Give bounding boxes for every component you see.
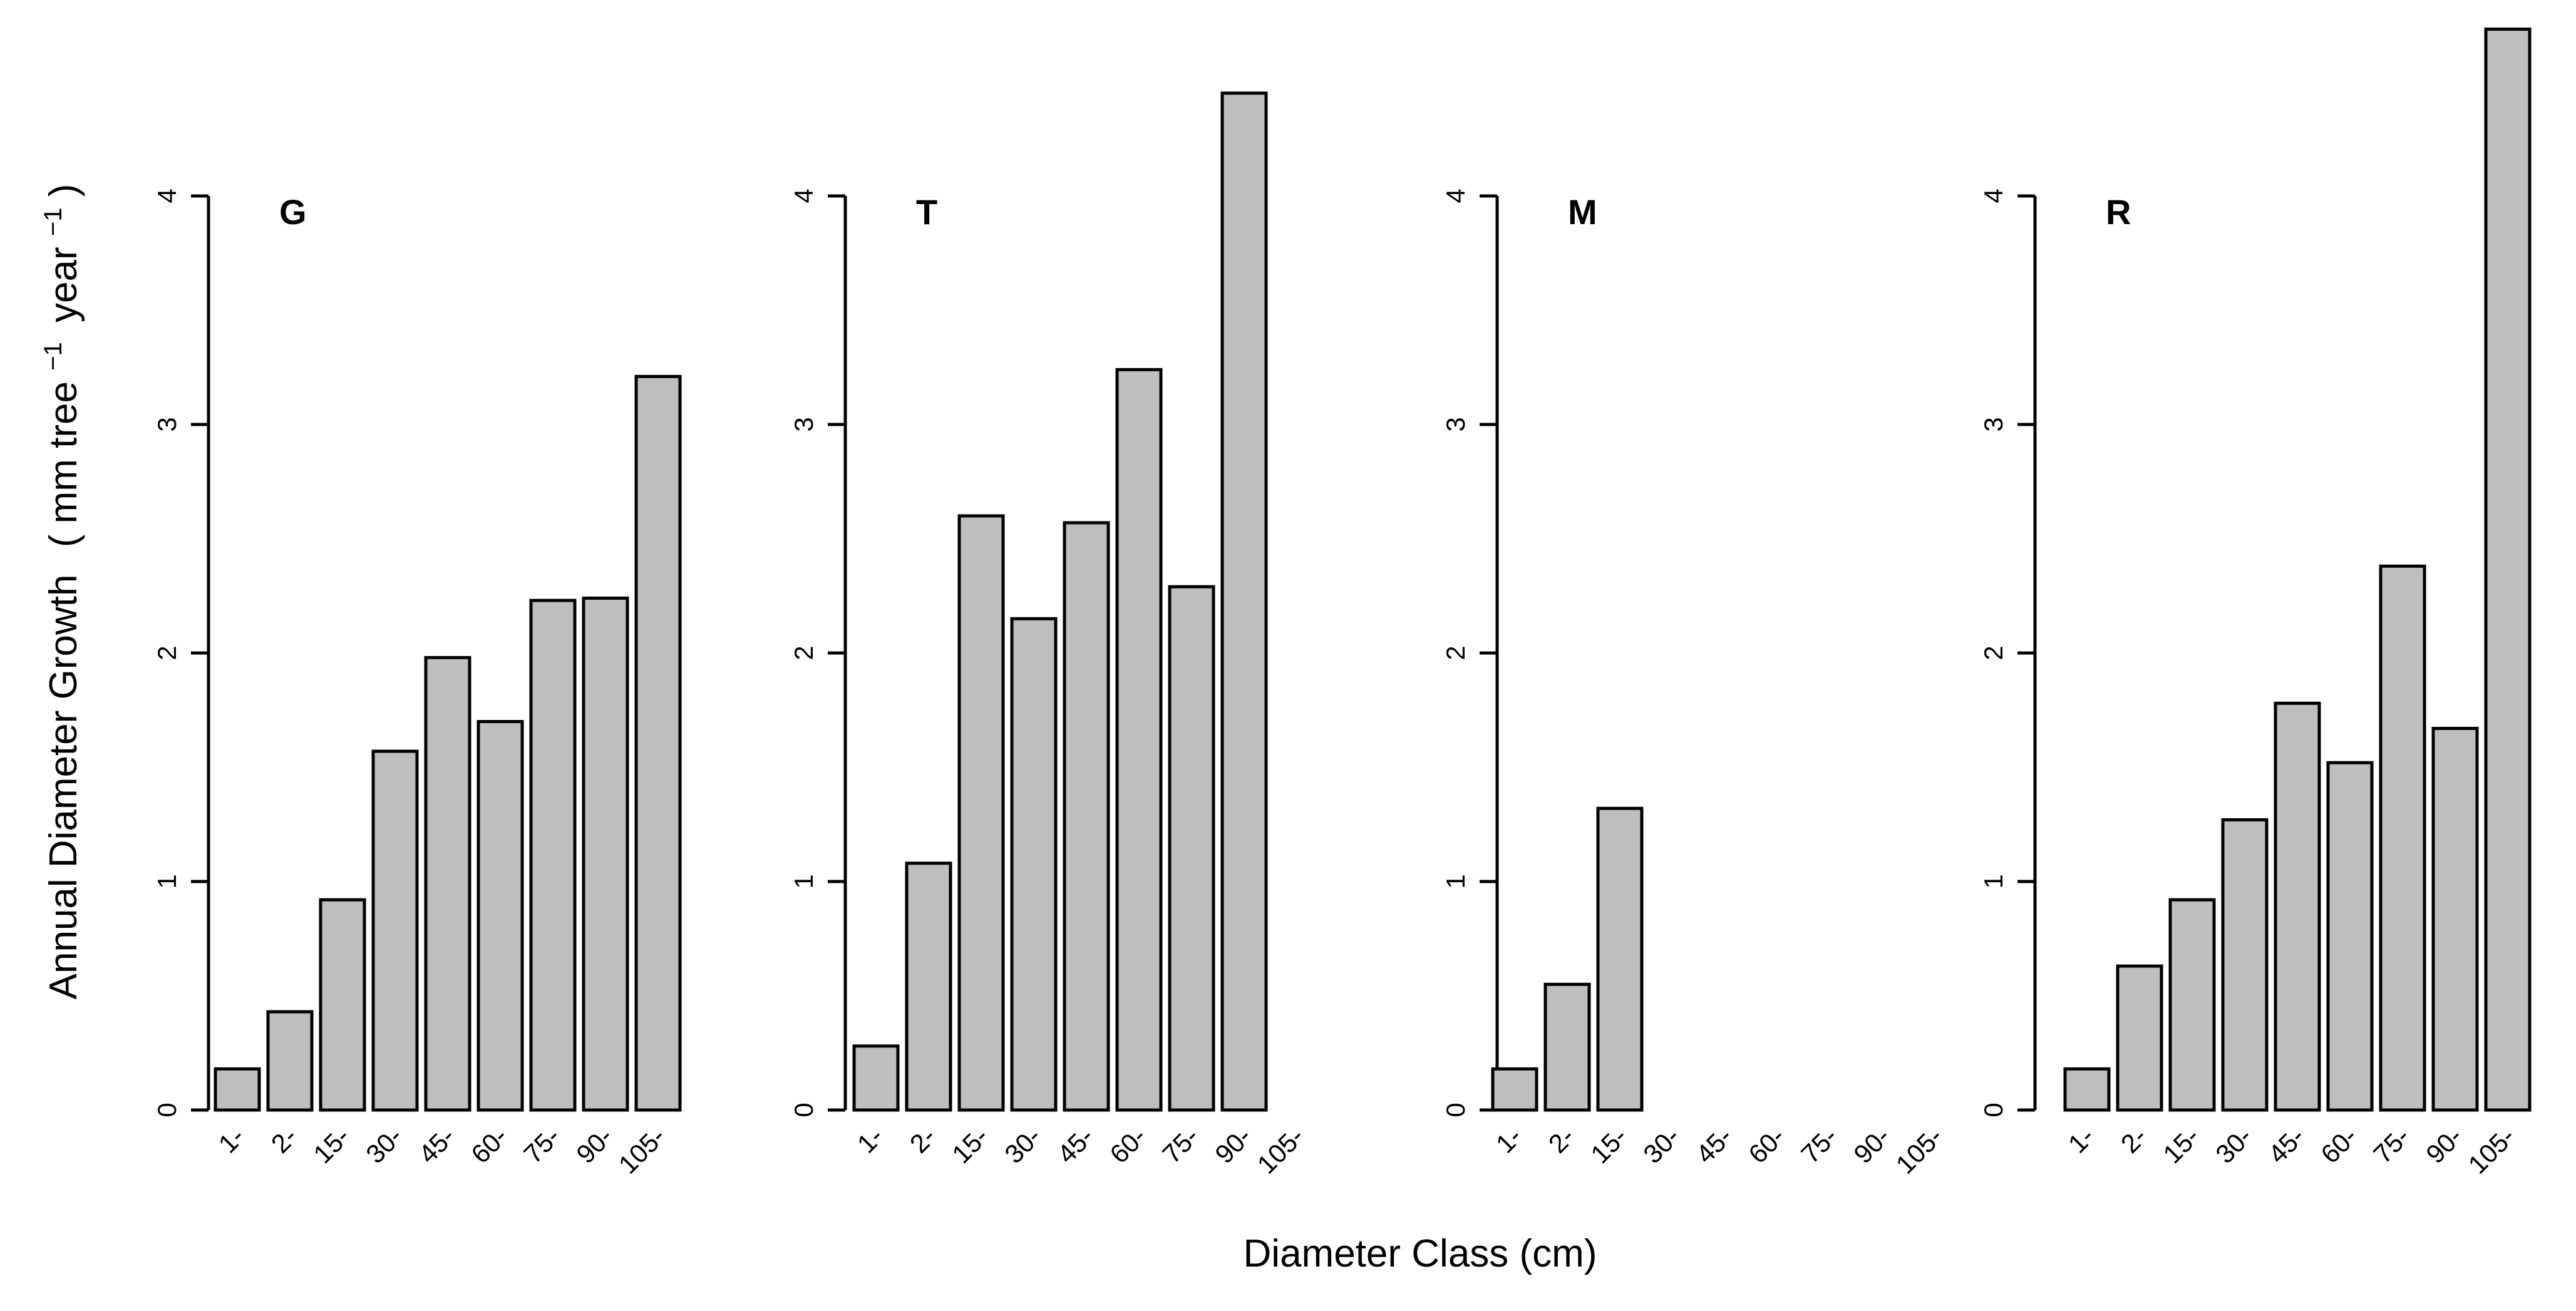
x-tick-label: 2- xyxy=(904,1121,942,1159)
x-tick-label: 90- xyxy=(1848,1121,1895,1169)
bar-g-3 xyxy=(371,749,419,1112)
bar-r-8 xyxy=(2484,28,2532,1112)
y-tick-label: 2 xyxy=(1441,645,1470,660)
bar-r-0 xyxy=(2063,1067,2111,1112)
x-axis-title: Diameter Class (cm) xyxy=(1244,1232,1597,1275)
x-tick-label: 15- xyxy=(946,1121,994,1169)
x-tick-label: 75- xyxy=(518,1121,565,1169)
bar-g-7 xyxy=(582,596,629,1112)
x-tick-label: 1- xyxy=(2063,1121,2100,1159)
bar-g-0 xyxy=(214,1067,261,1112)
x-tick-label: 60- xyxy=(1104,1121,1151,1169)
x-tick-label: 105- xyxy=(1252,1121,1310,1180)
x-tick-label: 90- xyxy=(570,1121,618,1169)
x-tick-label: 2- xyxy=(265,1121,303,1159)
bar-t-2 xyxy=(957,514,1005,1112)
y-tick-label: 1 xyxy=(789,874,818,888)
y-tick-label: 0 xyxy=(1441,1103,1470,1117)
bar-m-0 xyxy=(1491,1067,1538,1112)
bar-g-8 xyxy=(634,374,682,1112)
x-tick-label: 30- xyxy=(1637,1121,1685,1169)
y-tick-label: 3 xyxy=(1979,417,2008,431)
panel-label: T xyxy=(916,192,937,232)
bar-m-2 xyxy=(1596,806,1644,1112)
y-tick-label: 3 xyxy=(152,417,182,431)
y-tick-label: 4 xyxy=(1979,188,2008,203)
bar-g-4 xyxy=(424,656,471,1112)
x-tick-label: 1- xyxy=(852,1121,889,1159)
bar-r-7 xyxy=(2431,726,2479,1112)
y-tick-label: 1 xyxy=(1441,874,1470,888)
panel-label: R xyxy=(2106,192,2131,232)
panel-t: 0 1 2 3 4 T 1- 2- 15- 30- 45- 60- 75- 90-105- xyxy=(789,91,1310,1180)
x-tick-label: 2- xyxy=(2115,1121,2153,1159)
panel-label: M xyxy=(1568,192,1597,232)
x-tick-label: 75- xyxy=(1157,1121,1204,1169)
bar-t-1 xyxy=(905,861,952,1112)
x-tick-label: 75- xyxy=(1795,1121,1843,1169)
y-tick-label: 1 xyxy=(152,874,182,888)
bar-t-7 xyxy=(1220,91,1268,1112)
x-tick-label: 105- xyxy=(613,1121,671,1180)
y-tick-label: 2 xyxy=(152,645,182,660)
y-tick-label: 1 xyxy=(1979,874,2008,888)
bar-r-1 xyxy=(2116,964,2163,1112)
x-tick-label: 1- xyxy=(213,1121,250,1159)
y-tick-label: 2 xyxy=(789,645,818,660)
bar-r-4 xyxy=(2274,701,2321,1112)
y-axis-title: Annual Diameter Growth ( mm tree −1 year… xyxy=(27,184,85,1000)
bar-t-3 xyxy=(1010,617,1058,1112)
x-tick-label: 15- xyxy=(2157,1121,2205,1169)
y-tick-label: 0 xyxy=(1979,1103,2008,1117)
panel-m: 0 1 2 3 4 M 1- 2- 15- 30- 45- 60- 75- 90-105- xyxy=(1441,188,1948,1179)
bar-g-2 xyxy=(319,898,366,1112)
bar-r-6 xyxy=(2379,564,2426,1112)
y-tick-label: 4 xyxy=(789,188,818,203)
x-tick-label: 15- xyxy=(1585,1121,1632,1169)
x-tick-label: 45- xyxy=(1690,1121,1738,1169)
bar-t-5 xyxy=(1115,368,1163,1112)
x-tick-label: 105- xyxy=(1890,1121,1949,1180)
y-tick-label: 4 xyxy=(1441,188,1470,203)
panel-r: 0 1 2 3 4 R 1- 2- 15- 30- 45- 60- 75- 90-105- xyxy=(1979,28,2532,1180)
x-tick-label: 75- xyxy=(2367,1121,2415,1169)
y-tick-label: 0 xyxy=(789,1103,818,1117)
bar-r-2 xyxy=(2168,898,2216,1112)
bar-m-1 xyxy=(1543,982,1591,1112)
panel-g: 0 1 2 3 4 G 1- 2- 15- 30- 45- 60- 75- 90-105- xyxy=(152,188,682,1180)
x-tick-label: 15- xyxy=(307,1121,355,1169)
y-tick-label: 2 xyxy=(1979,645,2008,660)
x-tick-label: 2- xyxy=(1543,1121,1580,1159)
x-tick-label: 45- xyxy=(1051,1121,1099,1169)
panel-label: G xyxy=(279,192,307,232)
bar-g-1 xyxy=(266,1010,314,1112)
x-tick-label: 30- xyxy=(360,1121,408,1169)
x-tick-label: 60- xyxy=(1743,1121,1790,1169)
x-tick-label: 90- xyxy=(2420,1121,2468,1169)
bar-r-5 xyxy=(2326,761,2374,1112)
bar-t-6 xyxy=(1168,585,1215,1112)
bar-r-3 xyxy=(2221,818,2269,1112)
y-tick-label: 0 xyxy=(152,1103,182,1117)
y-tick-label: 3 xyxy=(789,417,818,431)
bar-t-0 xyxy=(852,1044,900,1112)
x-tick-label: 45- xyxy=(2262,1121,2310,1169)
x-tick-label: 30- xyxy=(999,1121,1046,1169)
x-tick-label: 30- xyxy=(2210,1121,2257,1169)
y-tick-label: 3 xyxy=(1441,417,1470,431)
y-tick-label: 4 xyxy=(152,188,182,203)
bar-g-6 xyxy=(529,599,577,1112)
x-tick-label: 60- xyxy=(2315,1121,2362,1169)
x-tick-label: 60- xyxy=(465,1121,513,1169)
x-tick-label: 1- xyxy=(1490,1121,1528,1159)
x-tick-label: 90- xyxy=(1209,1121,1257,1169)
bar-g-5 xyxy=(477,720,524,1112)
x-tick-label: 45- xyxy=(413,1121,460,1169)
bar-t-4 xyxy=(1063,521,1110,1112)
x-tick-label: 105- xyxy=(2463,1121,2521,1180)
